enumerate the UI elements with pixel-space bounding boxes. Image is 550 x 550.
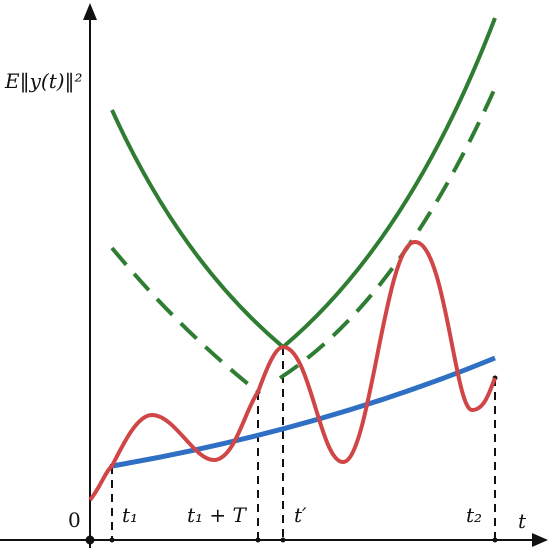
origin-dot — [85, 535, 95, 545]
tick-dot — [255, 537, 261, 543]
tick-label: t₁ + T — [187, 503, 248, 527]
y-arrow — [83, 3, 97, 20]
tick-dot — [109, 537, 115, 543]
drop-lines — [111, 347, 496, 540]
tick-dot — [280, 537, 286, 543]
x-arrow — [532, 533, 548, 547]
x-axis-label: t — [518, 509, 527, 533]
lower-bound-left — [110, 246, 260, 394]
origin-label: 0 — [68, 508, 81, 532]
upper-bound — [110, 17, 497, 350]
mean-curve — [111, 355, 496, 469]
lower-bound-right — [278, 87, 497, 380]
tick-label: t′ — [294, 503, 307, 527]
tick-label: t₂ — [466, 503, 482, 527]
tick-label: t₁ — [122, 503, 138, 527]
y-axis-label: E‖y(t)‖² — [4, 69, 83, 94]
energy-curve — [88, 239, 497, 502]
tick-dot — [492, 537, 498, 543]
